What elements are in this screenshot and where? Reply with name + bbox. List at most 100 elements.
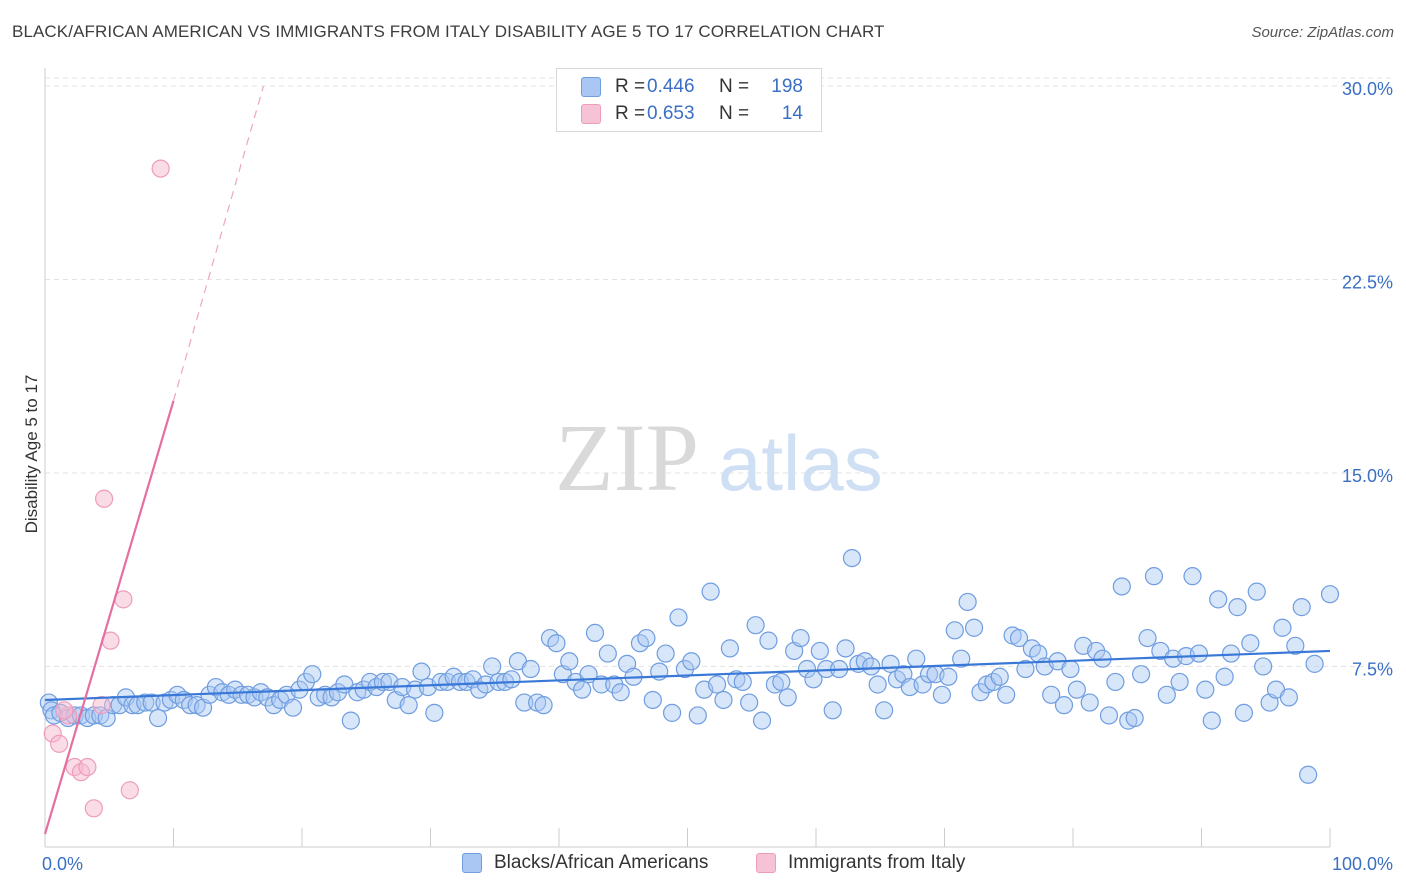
blacks-point (1016, 659, 1035, 679)
x-tick-label: 0.0% (42, 854, 83, 874)
blacks-point (772, 672, 791, 692)
blacks-point (1320, 585, 1340, 604)
y-tick-label: 15.0% (1342, 466, 1393, 486)
blacks-point (1286, 636, 1305, 655)
blacks-point (412, 662, 431, 681)
n-label: N = (719, 103, 750, 124)
blacks-point (560, 652, 579, 671)
blacks-point (399, 696, 418, 715)
n-value: 14 (781, 103, 803, 124)
blacks-point (1080, 693, 1099, 712)
blacks-point (907, 649, 926, 668)
r-label: R = (615, 103, 646, 124)
blacks-point (707, 675, 727, 694)
blacks-point (1112, 577, 1131, 596)
y-tick-label: 22.5% (1342, 273, 1393, 293)
watermark-atlas: atlas (718, 419, 883, 507)
blacks-point (643, 690, 662, 710)
blacks-point (1009, 628, 1029, 648)
italy-point (151, 159, 170, 178)
blacks-point (842, 548, 862, 568)
italy-point (50, 734, 69, 753)
legend-row-blacks: R = 0.446 N = 198 (581, 75, 803, 99)
blacks-point (1157, 685, 1176, 704)
legend-item-blacks: Blacks/African Americans (462, 852, 708, 874)
series-blacks-points (39, 548, 1340, 784)
watermark-zip: ZIP (555, 404, 699, 511)
blacks-point (547, 634, 566, 653)
blacks-point (425, 703, 444, 722)
blacks-point (945, 621, 964, 640)
blacks-point (1215, 667, 1234, 686)
italy-trend-line (43, 400, 175, 835)
blue-swatch-icon (462, 853, 482, 873)
blacks-point (868, 675, 887, 694)
blacks-trend-line (44, 649, 1331, 702)
r-value: 0.653 (647, 103, 695, 124)
blacks-point (521, 659, 540, 679)
blacks-point (534, 696, 553, 715)
blacks-point (142, 693, 161, 712)
blacks-point (1099, 706, 1119, 725)
blacks-point (341, 711, 360, 730)
blacks-point (958, 592, 977, 612)
blacks-point (502, 670, 521, 689)
r-value: 0.446 (647, 76, 695, 97)
blacks-point (746, 616, 765, 635)
blacks-point (759, 631, 778, 650)
y-tick-label: 30.0% (1342, 79, 1393, 99)
italy-point (120, 781, 139, 800)
blacks-point (714, 690, 733, 710)
blacks-point (752, 711, 772, 730)
blacks-point (964, 618, 984, 637)
blacks-point (952, 649, 971, 668)
blacks-point (720, 639, 740, 658)
blacks-point (836, 639, 855, 658)
blacks-point (1144, 567, 1164, 586)
blacks-point (592, 675, 611, 694)
blacks-point (136, 693, 155, 712)
blacks-point (688, 706, 707, 725)
chart-title: BLACK/AFRICAN AMERICAN VS IMMIGRANTS FRO… (12, 22, 885, 41)
x-tick-label: 100.0% (1332, 854, 1393, 874)
blacks-point (875, 701, 894, 720)
blacks-point (637, 628, 656, 648)
blacks-point (701, 582, 720, 601)
blacks-point (1138, 628, 1157, 648)
blacks-point (1132, 665, 1151, 684)
legend-series: Blacks/African Americans Immigrants from… (0, 850, 1406, 878)
source-label: Source: ZipAtlas.com (1251, 24, 1394, 41)
blacks-point (797, 659, 817, 679)
blacks-point (1299, 765, 1318, 784)
tick-labels: 7.5% 15.0% 22.5% 30.0% 0.0% 100.0% (42, 79, 1393, 874)
blacks-point (1189, 644, 1209, 663)
blacks-point (1125, 708, 1144, 728)
blacks-point (913, 675, 932, 694)
blacks-point (1061, 659, 1080, 679)
blacks-point (1202, 711, 1221, 730)
blacks-point (733, 672, 752, 692)
blue-swatch-icon (581, 77, 601, 97)
blacks-point (1273, 618, 1292, 637)
n-value: 198 (771, 76, 803, 97)
legend-label-italy: Immigrants from Italy (788, 852, 966, 873)
blacks-point (656, 644, 675, 663)
blacks-point (1067, 680, 1086, 699)
blacks-point (1234, 703, 1254, 722)
blacks-point (669, 608, 688, 627)
blacks-point (1279, 688, 1298, 707)
italy-point (55, 701, 74, 720)
blacks-point (1228, 598, 1247, 617)
pink-swatch-icon (581, 104, 601, 124)
blacks-point (585, 623, 605, 643)
series-italy-points (43, 159, 170, 818)
italy-point (92, 696, 111, 715)
watermark: ZIP atlas (555, 404, 883, 511)
blacks-point (611, 683, 630, 702)
blacks-point (1196, 680, 1215, 699)
blacks-point (823, 701, 842, 720)
legend-row-italy: R = 0.653 N = 14 (581, 102, 803, 126)
blacks-point (483, 657, 502, 676)
y-tick-label: 7.5% (1352, 659, 1393, 679)
